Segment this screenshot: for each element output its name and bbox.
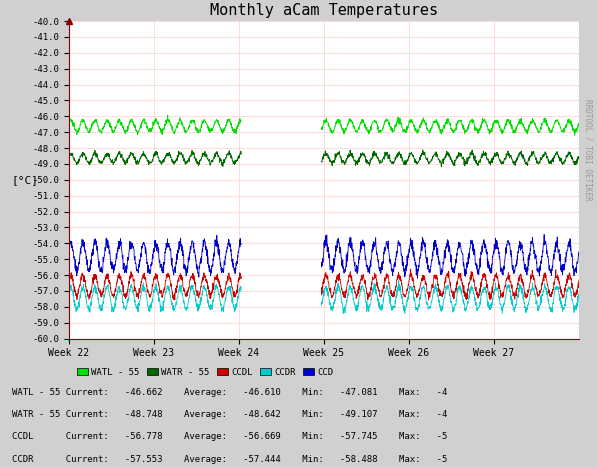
Text: WATR - 55 Current:   -48.748    Average:   -48.642    Min:   -49.107    Max:   -: WATR - 55 Current: -48.748 Average: -48.… bbox=[12, 410, 447, 419]
Text: CCDL      Current:   -56.778    Average:   -56.669    Min:   -57.745    Max:   -: CCDL Current: -56.778 Average: -56.669 M… bbox=[12, 432, 447, 441]
Text: CCDR      Current:   -57.553    Average:   -57.444    Min:   -58.488    Max:   -: CCDR Current: -57.553 Average: -57.444 M… bbox=[12, 455, 447, 464]
Text: RRDTOOL / TOBI OETIKER: RRDTOOL / TOBI OETIKER bbox=[583, 99, 593, 200]
Title: Monthly aCam Temperatures: Monthly aCam Temperatures bbox=[210, 3, 438, 19]
Y-axis label: [°C]: [°C] bbox=[12, 175, 39, 185]
Text: WATL - 55 Current:   -46.662    Average:   -46.610    Min:   -47.081    Max:   -: WATL - 55 Current: -46.662 Average: -46.… bbox=[12, 388, 447, 396]
Legend: WATL - 55, WATR - 55, CCDL, CCDR, CCD: WATL - 55, WATR - 55, CCDL, CCDR, CCD bbox=[73, 364, 337, 380]
